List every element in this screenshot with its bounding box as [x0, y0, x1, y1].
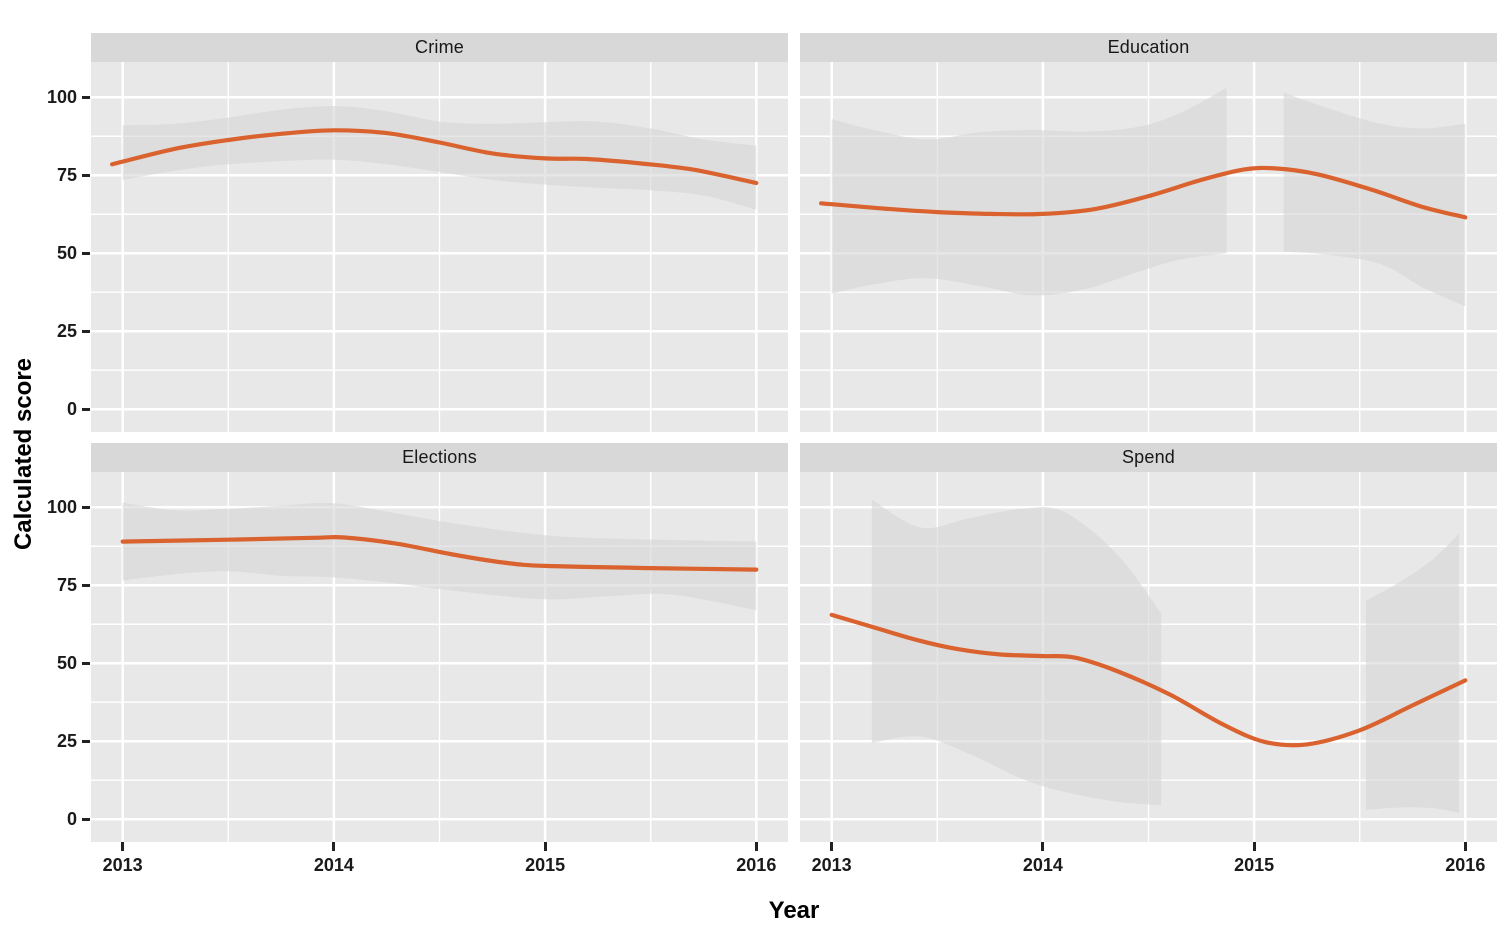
x-tick-mark	[1252, 842, 1256, 851]
x-tick-label: 2014	[1022, 855, 1063, 875]
facet-panel-3: Spend	[800, 443, 1497, 842]
facet-strip: Education	[800, 33, 1497, 62]
y-tick-mark	[82, 407, 90, 411]
y-tick-label: 100	[46, 87, 77, 108]
x-tick-label: 2015	[1234, 855, 1275, 875]
y-tick-label: 50	[56, 653, 77, 674]
x-tick-label: 2013	[811, 855, 852, 875]
facet-title: Education	[1107, 37, 1190, 57]
trend-line	[829, 612, 1468, 748]
x-tick-label: 2013	[102, 855, 143, 875]
facet-strip: Spend	[800, 443, 1497, 472]
x-tick-label: 2016	[1445, 855, 1486, 875]
facet-plot-area	[91, 472, 788, 842]
x-tick-label: 2014	[313, 855, 354, 875]
confidence-ribbon	[831, 87, 1227, 296]
facet-plot-area	[800, 62, 1497, 432]
x-tick-mark	[830, 842, 834, 851]
x-axis-ticks-right: 2013 2014 2015 2016	[800, 842, 1497, 890]
facet-panel-0: Crime	[91, 33, 788, 432]
x-tick-mark	[543, 842, 547, 851]
x-tick-mark	[121, 842, 125, 851]
x-tick-mark	[332, 842, 336, 851]
confidence-ribbon	[1283, 92, 1466, 307]
y-tick-label: 50	[56, 243, 77, 264]
x-tick-mark	[1463, 842, 1467, 851]
y-tick-label: 100	[46, 497, 77, 518]
facet-title: Spend	[1121, 447, 1176, 467]
y-tick-mark	[82, 173, 90, 177]
facet-plot-area	[91, 62, 788, 432]
y-tick-mark	[82, 251, 90, 255]
trend-line	[120, 534, 759, 572]
facet-plot-area	[800, 472, 1497, 842]
x-tick-label: 2015	[525, 855, 566, 875]
y-axis-ticks-top: 100 75 50 25 0	[0, 62, 91, 432]
y-tick-label: 0	[66, 399, 77, 420]
y-tick-mark	[82, 505, 90, 509]
y-tick-mark	[82, 739, 90, 743]
facet-strip: Crime	[91, 33, 788, 62]
facet-panel-1: Education	[800, 33, 1497, 432]
y-tick-mark	[82, 817, 90, 821]
y-axis-ticks-bottom: 100 75 50 25 0	[0, 472, 91, 842]
facet-title: Crime	[415, 37, 464, 57]
y-tick-label: 75	[56, 165, 77, 186]
confidence-ribbon	[122, 502, 757, 611]
facet-strip: Elections	[91, 443, 788, 472]
y-tick-mark	[82, 661, 90, 665]
y-tick-label: 75	[56, 575, 77, 596]
y-tick-mark	[82, 95, 90, 99]
x-tick-mark	[1041, 842, 1045, 851]
x-tick-label: 2016	[736, 855, 777, 875]
x-tick-mark	[754, 842, 758, 851]
y-tick-mark	[82, 329, 90, 333]
facet-panel-2: Elections	[91, 443, 788, 842]
trend-line	[110, 128, 759, 186]
y-tick-label: 0	[66, 809, 77, 830]
facet-title: Elections	[402, 447, 477, 467]
confidence-ribbon	[1366, 533, 1459, 813]
x-axis-title: Year	[768, 897, 820, 924]
confidence-ribbon	[871, 499, 1162, 806]
y-tick-label: 25	[56, 321, 77, 342]
y-tick-label: 25	[56, 731, 77, 752]
trend-line	[819, 165, 1468, 220]
x-axis-ticks-left: 2013 2014 2015 2016	[91, 842, 788, 890]
y-tick-mark	[82, 583, 90, 587]
